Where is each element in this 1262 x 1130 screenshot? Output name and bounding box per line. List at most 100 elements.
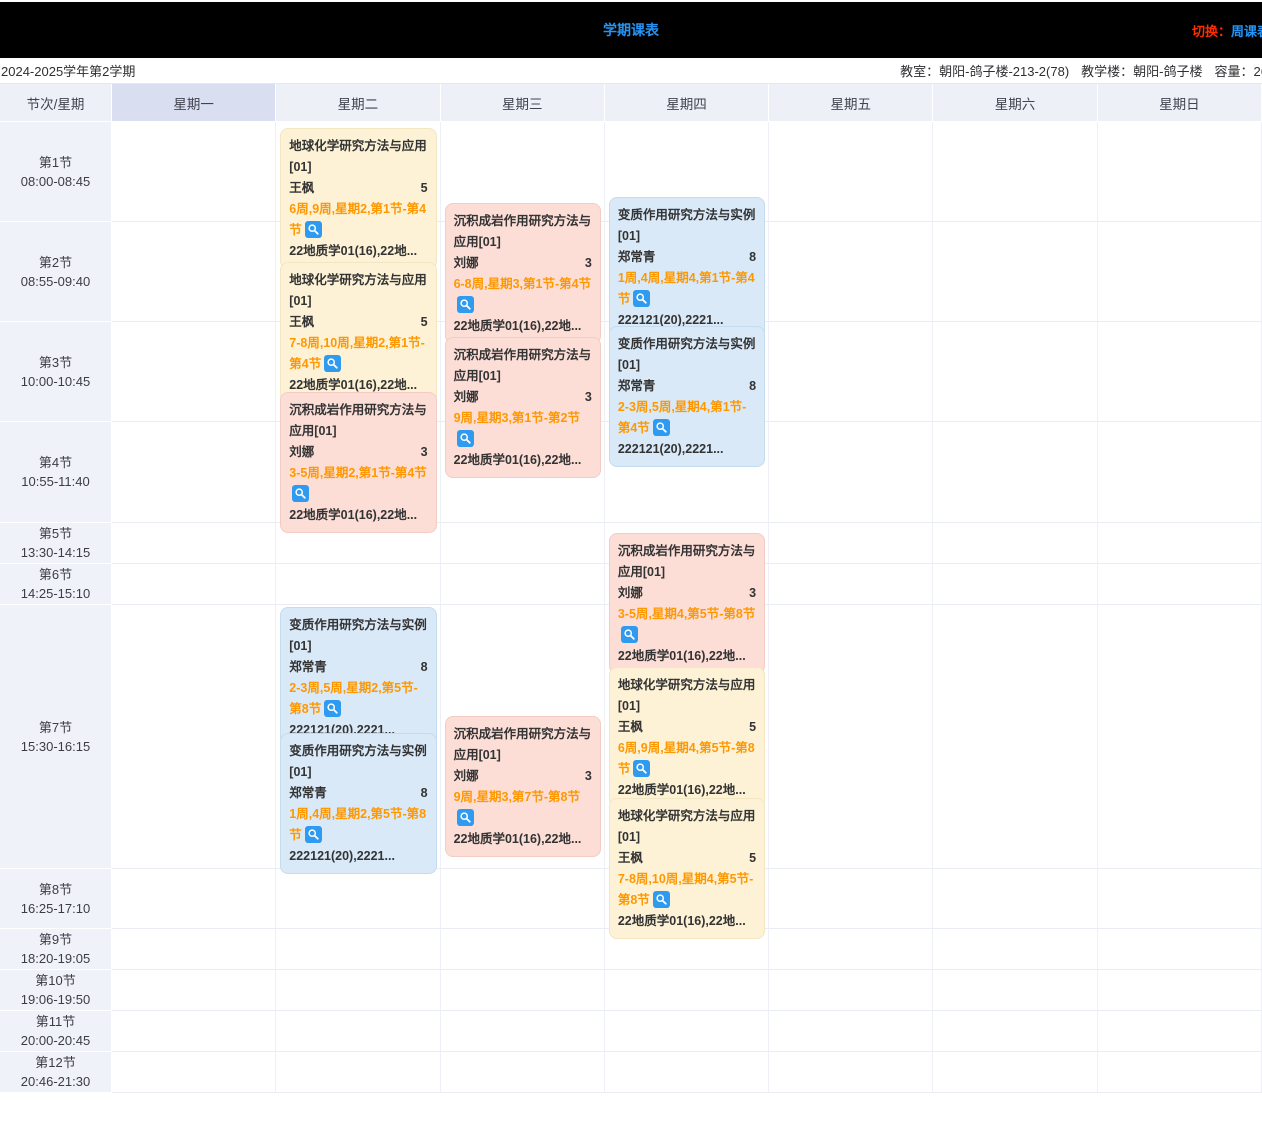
course-title: 沉积成岩作用研究方法与应用[01] — [453, 727, 592, 762]
day-body — [1097, 122, 1262, 1093]
day-cell — [276, 1011, 441, 1052]
day-cell — [933, 869, 1098, 929]
period-time: 19:06-19:50 — [20, 992, 91, 1007]
course-teacher-row: 王枫 5 — [289, 178, 427, 199]
course-card[interactable]: 沉积成岩作用研究方法与应用[01] 刘娜 3 6-8周,星期3,第1节-第4节 … — [444, 203, 601, 344]
period-time: 20:00-20:45 — [20, 1033, 91, 1048]
course-title: 地球化学研究方法与应用[01] — [289, 139, 427, 174]
sub-header: 2024-2025学年第2学期 教室：朝阳-鸽子楼-213-2(78) 教学楼：… — [0, 58, 1262, 84]
period-cell: 第4节 10:55-11:40 — [0, 422, 112, 523]
day-cell — [1097, 322, 1262, 422]
course-count: 8 — [749, 250, 757, 264]
course-card[interactable]: 沉积成岩作用研究方法与应用[01] 刘娜 3 9周,星期3,第7节-第8节 22… — [444, 716, 601, 857]
day-cell — [769, 523, 934, 564]
course-teacher-row: 郑常青 8 — [289, 657, 427, 678]
period-cell: 第6节 14:25-15:10 — [0, 564, 112, 605]
course-schedule-text: 1周,4周,星期4,第1节-第4节 — [617, 271, 755, 306]
magnifier-icon[interactable] — [652, 419, 670, 436]
day-cell — [276, 869, 441, 929]
period-time: 13:30-14:15 — [20, 545, 91, 560]
magnifier-icon[interactable] — [456, 296, 474, 313]
period-time: 10:55-11:40 — [21, 474, 90, 489]
course-card[interactable]: 地球化学研究方法与应用[01] 王枫 5 7-8周,10周,星期2,第1节-第4… — [280, 262, 437, 403]
course-schedule-text: 9周,星期3,第1节-第2节 — [453, 411, 580, 425]
day-column-星期三: 星期三 沉积成岩作用研究方法与应用[01] 刘娜 3 6-8周,星期3,第1节-… — [440, 84, 605, 1093]
course-teacher: 郑常青 — [617, 250, 656, 264]
course-classes: 222121(20),2221... — [289, 849, 395, 863]
course-classes: 22地质学01(16),22地... — [617, 914, 746, 928]
course-teacher-row: 刘娜 3 — [454, 766, 592, 787]
day-cell — [112, 605, 277, 869]
magnifier-icon[interactable] — [652, 891, 670, 908]
course-card[interactable]: 变质作用研究方法与实例[01] 郑常青 8 2-3周,5周,星期4,第1节-第4… — [608, 326, 766, 467]
course-schedule: 3-5周,星期4,第5节-第8节 — [618, 604, 756, 646]
magnifier-icon[interactable] — [456, 809, 474, 826]
course-card[interactable]: 沉积成岩作用研究方法与应用[01] 刘娜 3 9周,星期3,第1节-第2节 22… — [444, 337, 601, 478]
course-title: 变质作用研究方法与实例[01] — [289, 744, 427, 779]
period-time: 10:00-10:45 — [20, 373, 91, 389]
course-teacher: 王枫 — [289, 181, 315, 195]
day-cell — [440, 1052, 605, 1093]
day-cell — [604, 1011, 770, 1052]
course-teacher-row: 刘娜 3 — [289, 442, 427, 463]
day-cell — [1097, 970, 1262, 1011]
day-cell — [769, 1052, 934, 1093]
magnifier-icon[interactable] — [633, 760, 651, 777]
period-cell: 第11节 20:00-20:45 — [0, 1011, 112, 1052]
course-teacher-row: 王枫 5 — [618, 717, 756, 738]
course-schedule-text: 6-8周,星期3,第1节-第4节 — [453, 277, 592, 291]
course-card[interactable]: 变质作用研究方法与实例[01] 郑常青 8 2-3周,5周,星期2,第5节-第8… — [280, 607, 437, 748]
magnifier-icon[interactable] — [324, 700, 342, 717]
day-column-星期四: 星期四 变质作用研究方法与实例[01] 郑常青 8 1周,4周,星期4,第1节-… — [604, 84, 770, 1093]
course-title: 沉积成岩作用研究方法与应用[01] — [453, 214, 592, 249]
course-count: 3 — [749, 586, 757, 600]
magnifier-icon[interactable] — [304, 221, 322, 238]
course-card[interactable]: 变质作用研究方法与实例[01] 郑常青 8 1周,4周,星期2,第5节-第8节 … — [280, 733, 437, 874]
course-card[interactable]: 地球化学研究方法与应用[01] 王枫 5 6周,9周,星期2,第1节-第4节 2… — [280, 128, 437, 269]
course-schedule-text: 1周,4周,星期2,第5节-第8节 — [289, 807, 427, 842]
course-schedule: 7-8周,10周,星期4,第5节-第8节 — [618, 869, 756, 911]
day-cell — [440, 605, 605, 869]
period-time: 16:25-17:10 — [20, 900, 91, 916]
day-cell — [604, 970, 770, 1011]
day-cell — [933, 1011, 1098, 1052]
day-cell — [112, 1011, 277, 1052]
semester-label: 2024-2025学年第2学期 — [1, 64, 136, 79]
day-cell — [1097, 122, 1262, 222]
corner-header: 节次/星期 — [0, 84, 112, 122]
course-card[interactable]: 变质作用研究方法与实例[01] 郑常青 8 1周,4周,星期4,第1节-第4节 … — [608, 197, 766, 338]
course-card[interactable]: 沉积成岩作用研究方法与应用[01] 刘娜 3 3-5周,星期2,第1节-第4节 … — [280, 392, 437, 533]
day-cell — [933, 222, 1098, 322]
day-cell — [112, 1052, 277, 1093]
course-card[interactable]: 地球化学研究方法与应用[01] 王枫 5 7-8周,10周,星期4,第5节-第8… — [608, 798, 766, 939]
day-header: 星期四 — [604, 84, 770, 122]
day-cell — [769, 929, 934, 970]
period-name: 第4节 — [38, 455, 73, 470]
course-classes: 22地质学01(16),22地... — [453, 832, 582, 846]
day-header: 星期五 — [769, 84, 934, 122]
day-cell — [276, 970, 441, 1011]
day-cell — [933, 970, 1098, 1011]
magnifier-icon[interactable] — [324, 355, 342, 372]
course-classes: 22地质学01(16),22地... — [617, 649, 746, 663]
period-cell: 第5节 13:30-14:15 — [0, 523, 112, 564]
course-card[interactable]: 沉积成岩作用研究方法与应用[01] 刘娜 3 3-5周,星期4,第5节-第8节 … — [608, 533, 766, 674]
magnifier-icon[interactable] — [620, 626, 638, 643]
magnifier-icon[interactable] — [456, 430, 474, 447]
period-name: 第11节 — [35, 1014, 76, 1029]
magnifier-icon[interactable] — [633, 290, 651, 307]
day-cell — [1097, 422, 1262, 523]
switch-week-view-link[interactable]: 周课表 — [1230, 23, 1262, 39]
course-teacher-row: 刘娜 3 — [454, 387, 592, 408]
course-schedule-text: 7-8周,10周,星期2,第1节-第4节 — [289, 336, 425, 371]
day-body: 变质作用研究方法与实例[01] 郑常青 8 1周,4周,星期4,第1节-第4节 … — [604, 122, 770, 1093]
magnifier-icon[interactable] — [304, 826, 322, 843]
course-teacher-row: 郑常青 8 — [618, 376, 756, 397]
day-cell — [933, 564, 1098, 605]
magnifier-icon[interactable] — [292, 485, 310, 502]
course-classes: 222121(20),2221... — [617, 442, 724, 456]
course-schedule: 6-8周,星期3,第1节-第4节 — [454, 274, 592, 316]
day-cell — [933, 523, 1098, 564]
day-cell — [1097, 564, 1262, 605]
course-card[interactable]: 地球化学研究方法与应用[01] 王枫 5 6周,9周,星期4,第5节-第8节 2… — [608, 667, 766, 808]
